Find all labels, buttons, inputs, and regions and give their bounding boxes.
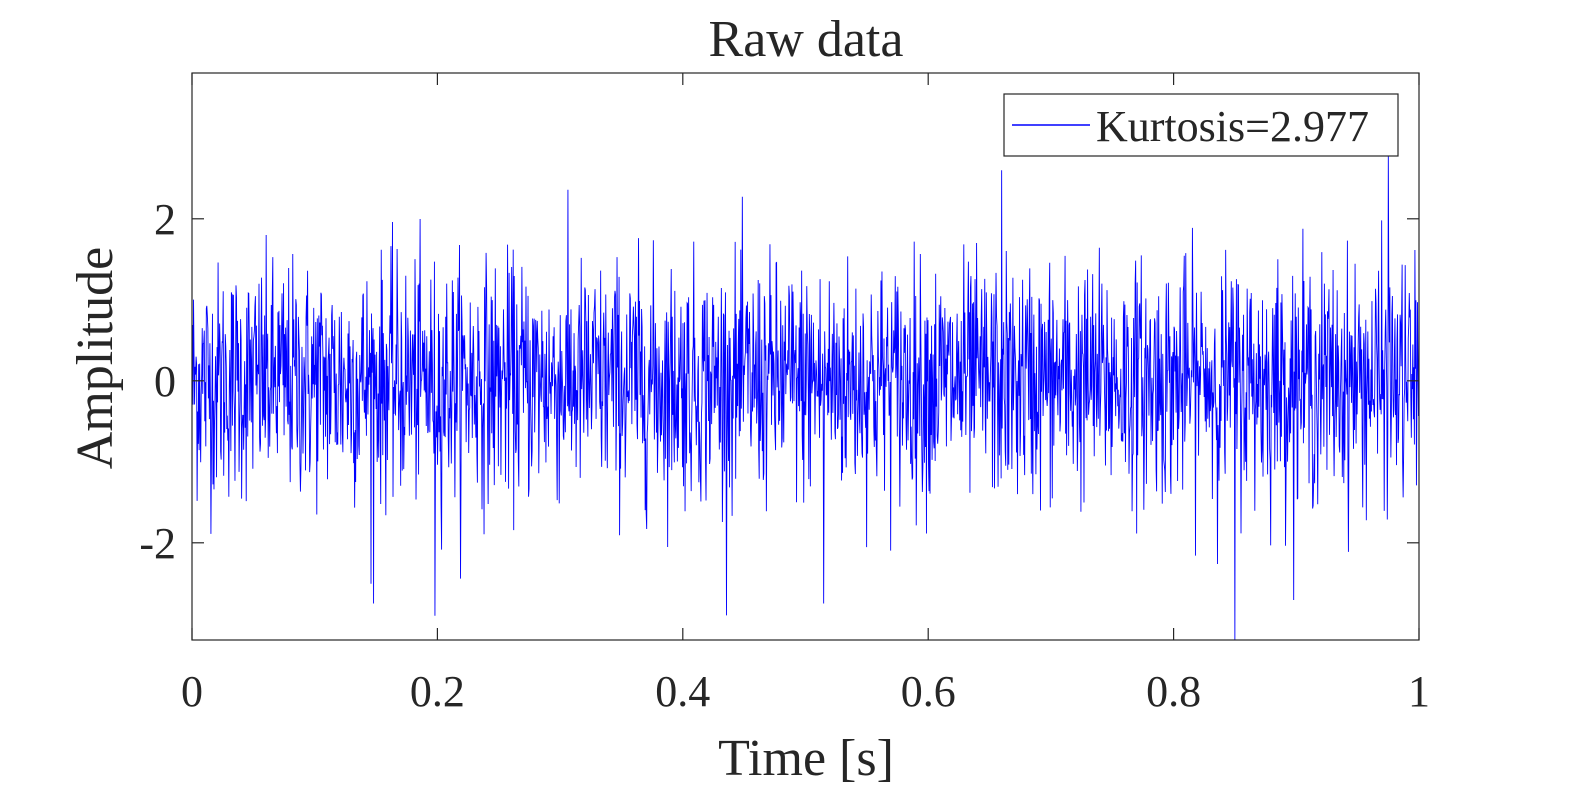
x-tick-label: 0.6: [901, 667, 956, 716]
series-layer: [191, 153, 1420, 641]
x-axis-label: Time [s]: [718, 730, 894, 787]
y-axis-label: Amplitude: [67, 247, 124, 469]
x-tick-label: 0.4: [655, 667, 710, 716]
y-tick-label: 0: [154, 357, 176, 406]
x-axis-ticks: 0 0.2 0.4 0.6 0.8 1: [181, 73, 1430, 716]
legend-label: Kurtosis=2.977: [1096, 102, 1369, 151]
x-tick-label: 0.2: [410, 667, 465, 716]
x-tick-label: 1: [1408, 667, 1430, 716]
x-tick-label: 0: [181, 667, 203, 716]
y-tick-label: -2: [139, 519, 176, 568]
y-tick-label: 2: [154, 195, 176, 244]
x-tick-label: 0.8: [1146, 667, 1201, 716]
chart-title: Raw data: [709, 11, 904, 68]
axes-frame: [191, 72, 1420, 641]
plot-area: 0 0.2 0.4 0.6 0.8 1 -2 0 2: [139, 72, 1430, 716]
y-axis-ticks: -2 0 2: [139, 195, 1419, 568]
series-line-kurtosis: [191, 153, 1420, 641]
legend: Kurtosis=2.977: [1003, 93, 1399, 157]
